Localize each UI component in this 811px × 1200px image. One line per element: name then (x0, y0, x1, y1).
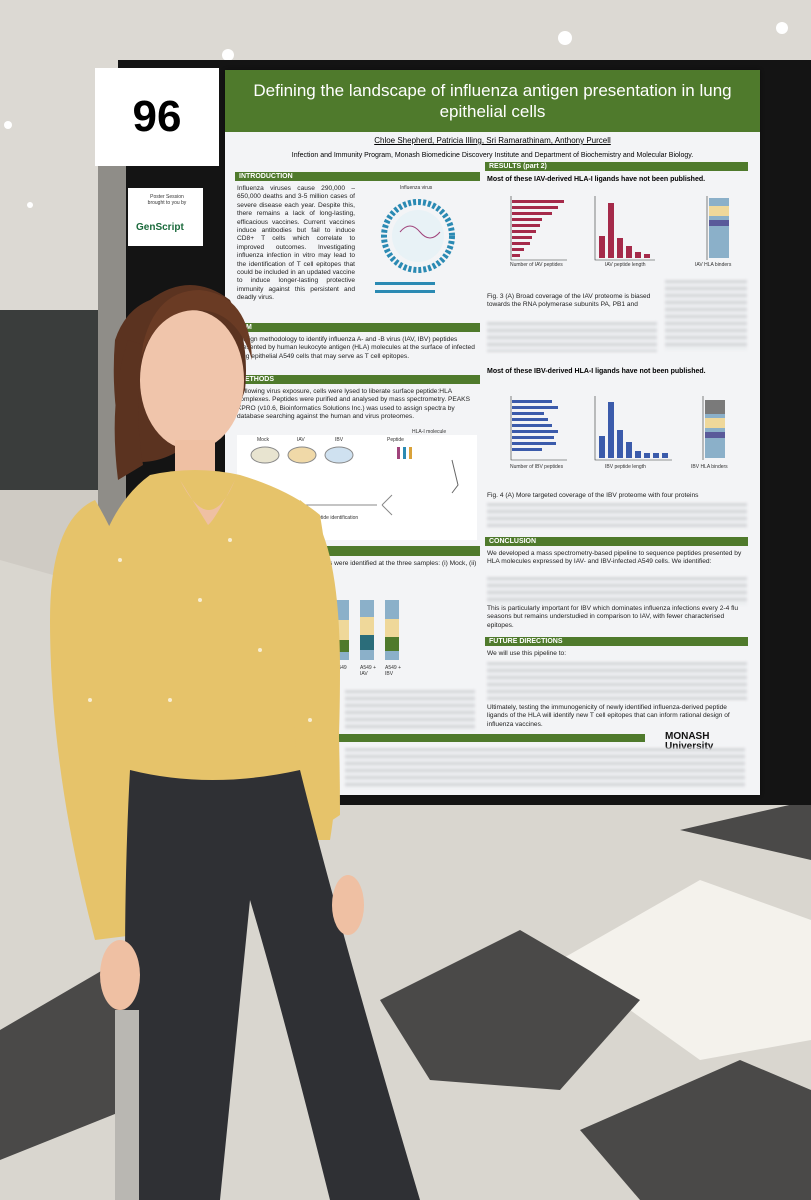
figure-caption: Fig. 3 (A) Broad coverage of the IAV pro… (487, 293, 651, 309)
axis-label: Number of IBV peptides (510, 464, 564, 470)
blurred-text (487, 577, 747, 605)
future-text: Ultimately, testing the immunogenicity o… (487, 704, 730, 728)
iav-charts (510, 196, 729, 261)
figure-label: Influenza virus (400, 185, 433, 191)
section-heading: FUTURE DIRECTIONS (485, 637, 748, 646)
conclusion-text: We developed a mass spectrometry-based p… (487, 550, 742, 566)
aim-text: Design methodology to identify influenza… (237, 336, 475, 360)
section-heading: CONCLUSION (485, 537, 748, 546)
diagram-label: IBV (335, 437, 344, 443)
figure-caption: Fig. 4 (A) More targeted coverage of the… (487, 492, 699, 499)
future-text: We will use this pipeline to: (487, 650, 567, 657)
footer-bar (235, 734, 645, 742)
conclusion-text: This is particularly important for IBV w… (487, 605, 739, 629)
axis-label: IAV peptide length (605, 262, 646, 268)
section-heading: METHODS (235, 375, 480, 384)
references (345, 748, 745, 788)
virus-illustration (375, 199, 455, 293)
axis-label: Number of IAV peptides (510, 262, 563, 268)
blurred-text (487, 503, 747, 528)
axis-label: IAV HLA binders (695, 262, 732, 268)
axis-label: IBV peptide length (605, 464, 646, 470)
poster-title: Defining the landscape of influenza anti… (225, 70, 760, 132)
blurred-text (345, 690, 475, 730)
column-label: A549 + IAV (360, 665, 376, 677)
axis-label: IBV HLA binders (691, 464, 728, 470)
authors: Chloe Shepherd, Patricia Illing, Sri Ram… (374, 136, 611, 145)
blurred-text (487, 322, 657, 352)
sponsor-card: Poster Session brought to you by GenScri… (128, 188, 203, 246)
column-label: A549 (335, 665, 347, 671)
section-bar (235, 546, 480, 556)
sign-number: 96 (95, 68, 219, 166)
chart-title: Most of these IBV-derived HLA-I ligands … (487, 368, 706, 375)
diagram-label: HLA-I molecule (412, 429, 447, 435)
chart-title: Most of these IAV-derived HLA-I ligands … (487, 176, 706, 183)
diagram-label: Mock (257, 437, 269, 443)
intro-text: Influenza viruses cause 290,000 – 650,00… (237, 185, 355, 302)
sponsor-logo: GenScript (136, 222, 184, 233)
diagram-label: Peptide (387, 437, 404, 443)
sponsor-text: Poster Session brought to you by (147, 194, 187, 206)
poster: Defining the landscape of influenza anti… (225, 70, 760, 795)
methods-text: Following virus exposure, cells were lys… (237, 388, 470, 421)
diagram-label: Peptide identification (312, 515, 359, 521)
blurred-text (487, 662, 747, 700)
university-logo: MONASH University (665, 731, 714, 752)
section-heading: INTRODUCTION (235, 172, 480, 181)
diagram-shapes (250, 446, 459, 516)
affiliation: Infection and Immunity Program, Monash B… (291, 152, 694, 159)
blurred-text (665, 280, 747, 350)
column-label: A549 + IBV (385, 665, 401, 677)
ibv-charts (510, 396, 725, 461)
diagram-label: IAV (297, 437, 305, 443)
section-heading: RESULTS (part 2) (485, 162, 748, 171)
